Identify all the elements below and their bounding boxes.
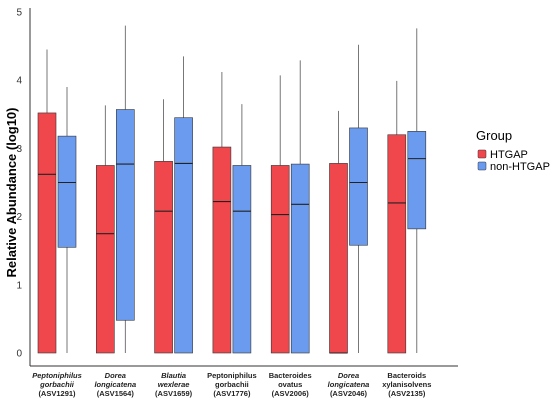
- category-label: Dorea: [338, 371, 359, 380]
- category-label: xylanisolvens: [382, 380, 431, 389]
- category-labels: Peptoniphilusgorbachii(ASV1291)Dorealong…: [32, 371, 431, 398]
- category-label: Bacteroids: [387, 371, 426, 380]
- y-tick-label: 1: [16, 280, 22, 291]
- axes: 0 1 2 3 4 5: [16, 8, 458, 367]
- category-id-label: (ASV2046): [330, 389, 368, 398]
- legend-swatch-htgap: [477, 149, 487, 159]
- box-htgap: [387, 134, 407, 354]
- y-tick-label: 0: [16, 349, 22, 360]
- category-label: Peptoniphilus: [207, 371, 257, 380]
- box-non-htgap: [116, 109, 135, 321]
- category-label: Bacteroides: [269, 371, 312, 380]
- category-id-label: (ASV2135): [388, 389, 426, 398]
- box-htgap: [96, 165, 115, 354]
- category-id-label: (ASV1659): [155, 389, 193, 398]
- legend-label: HTGAP: [490, 149, 528, 161]
- y-tick-label: 3: [16, 144, 22, 155]
- y-tick-label: 5: [16, 8, 22, 19]
- box-htgap: [154, 161, 173, 354]
- category-label: ovatus: [278, 380, 302, 389]
- category-label: Blautia: [161, 371, 186, 380]
- category-id-label: (ASV1776): [213, 389, 251, 398]
- box-htgap: [329, 163, 348, 354]
- y-axis-label: Relative Abundance (log10): [4, 108, 19, 278]
- box-htgap: [212, 146, 232, 354]
- box-non-htgap: [57, 135, 77, 248]
- category-label: Dorea: [105, 371, 126, 380]
- box-non-htgap: [349, 127, 368, 246]
- category-id-label: (ASV1291): [38, 389, 76, 398]
- box-non-htgap: [407, 131, 427, 230]
- category-label: longicatena: [94, 380, 136, 389]
- box-htgap: [270, 165, 290, 354]
- legend-label: non-HTGAP: [490, 161, 550, 173]
- box-non-htgap: [290, 163, 310, 354]
- y-tick-label: 4: [16, 76, 22, 87]
- category-label: Peptoniphilus: [32, 371, 82, 380]
- category-label: gorbachii: [215, 380, 249, 389]
- box-htgap: [37, 112, 57, 354]
- category-label: gorbachii: [39, 380, 75, 389]
- category-label: wexlerae: [158, 380, 190, 389]
- box-non-htgap: [232, 165, 252, 354]
- boxes: [37, 25, 427, 354]
- box-non-htgap: [174, 117, 193, 354]
- category-id-label: (ASV2006): [272, 389, 310, 398]
- legend-title: Group: [476, 128, 512, 143]
- category-label: longicatena: [328, 380, 370, 389]
- category-id-label: (ASV1564): [97, 389, 135, 398]
- legend-swatch-non-htgap: [477, 161, 487, 171]
- y-tick-label: 2: [16, 212, 22, 223]
